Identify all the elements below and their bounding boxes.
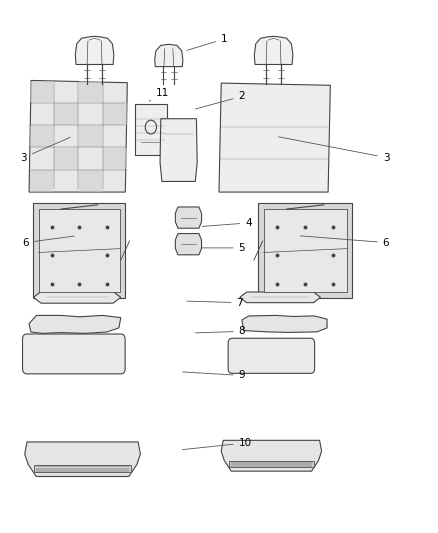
Text: 9: 9 <box>183 370 245 381</box>
Polygon shape <box>229 461 314 467</box>
Text: 1: 1 <box>187 34 228 51</box>
Polygon shape <box>135 104 166 155</box>
Polygon shape <box>160 119 197 181</box>
FancyBboxPatch shape <box>103 103 127 125</box>
FancyBboxPatch shape <box>79 81 102 102</box>
Polygon shape <box>221 440 321 471</box>
Polygon shape <box>240 292 321 303</box>
Polygon shape <box>242 316 327 333</box>
FancyBboxPatch shape <box>228 338 314 373</box>
FancyBboxPatch shape <box>29 170 53 191</box>
Polygon shape <box>155 44 183 67</box>
Polygon shape <box>75 36 114 64</box>
FancyBboxPatch shape <box>103 148 127 169</box>
Polygon shape <box>254 36 293 64</box>
FancyBboxPatch shape <box>264 209 347 292</box>
FancyBboxPatch shape <box>29 126 53 147</box>
Polygon shape <box>175 233 201 255</box>
Polygon shape <box>33 292 121 303</box>
FancyBboxPatch shape <box>29 81 53 102</box>
Text: 6: 6 <box>300 236 389 247</box>
FancyBboxPatch shape <box>54 148 78 169</box>
Polygon shape <box>29 316 121 333</box>
FancyBboxPatch shape <box>79 126 102 147</box>
Polygon shape <box>34 465 131 472</box>
Polygon shape <box>29 80 127 192</box>
Text: 6: 6 <box>22 236 74 247</box>
Text: 3: 3 <box>20 138 70 163</box>
FancyBboxPatch shape <box>22 334 125 374</box>
Text: 4: 4 <box>202 218 252 228</box>
Polygon shape <box>219 83 330 192</box>
FancyBboxPatch shape <box>39 209 120 292</box>
Text: 8: 8 <box>196 326 245 336</box>
Polygon shape <box>175 207 201 228</box>
Text: 3: 3 <box>279 137 389 163</box>
Text: 5: 5 <box>202 243 245 253</box>
Text: 11: 11 <box>149 87 169 101</box>
Polygon shape <box>33 203 125 298</box>
Text: 2: 2 <box>195 91 245 109</box>
FancyBboxPatch shape <box>79 170 102 191</box>
Text: 7: 7 <box>187 297 243 308</box>
FancyBboxPatch shape <box>54 103 78 125</box>
Text: 10: 10 <box>183 438 252 450</box>
Polygon shape <box>258 203 352 298</box>
Polygon shape <box>25 442 141 477</box>
